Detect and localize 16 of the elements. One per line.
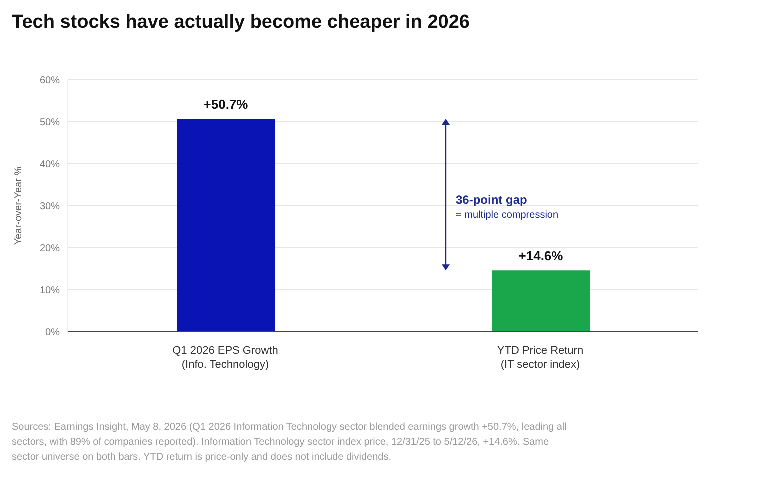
y-axis-title: Year-over-Year % (14, 166, 25, 246)
y-tick-label: 50% (40, 118, 60, 129)
y-tick-label: 30% (40, 202, 60, 213)
y-tick-label: 0% (46, 328, 60, 339)
y-tick-label: 10% (40, 286, 60, 297)
y-tick-label: 60% (40, 76, 60, 87)
y-tick-label: 40% (40, 160, 60, 171)
x-tick-label: YTD Price Return (IT sector index) (497, 345, 584, 371)
x-tick-label: Q1 2026 EPS Growth (Info. Technology) (172, 345, 278, 371)
chart-title: Tech stocks have actually become cheaper in 2026 (12, 12, 470, 34)
source-note: Sources: Earnings Insight, May 8, 2026 (Q1 2026 Information Technology sector blended earnings growth +50.7%, leading all sectors, with 89% of companies reported). Information Technology sector index price, 12/31/25 to 5/12/26, +14.6%. Same sector universe on both bars. YTD return is price-only and does not include dividends. (12, 421, 568, 465)
annotation: 36-point gap (456, 193, 528, 208)
y-tick-label: 20% (40, 244, 60, 255)
data-label: +50.7% (204, 97, 249, 112)
annotation: = multiple compression (456, 210, 559, 222)
data-label: +14.6% (518, 248, 564, 264)
